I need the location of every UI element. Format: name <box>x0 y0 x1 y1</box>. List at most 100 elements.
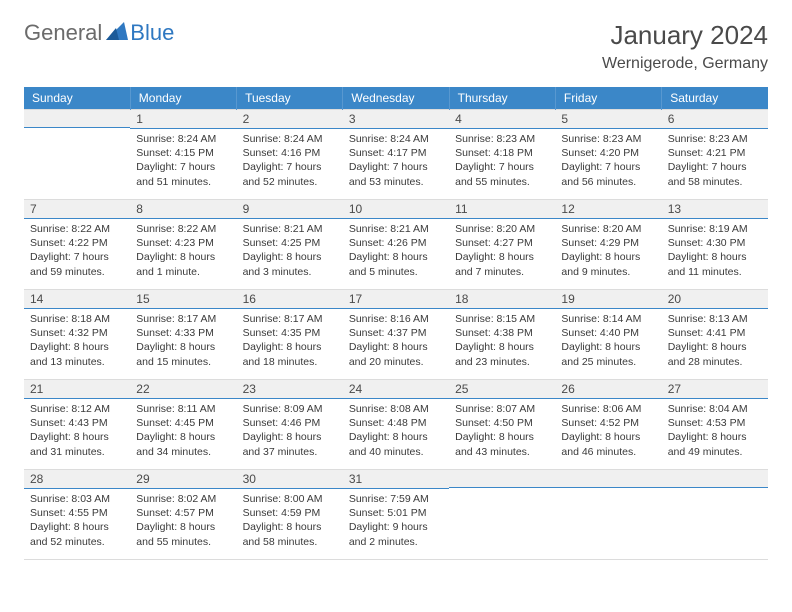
sunset-line: Sunset: 4:40 PM <box>559 326 657 340</box>
daylight-line: Daylight: 8 hours and 49 minutes. <box>666 430 764 458</box>
sunset-line: Sunset: 4:16 PM <box>241 146 339 160</box>
sunset-line: Sunset: 4:21 PM <box>666 146 764 160</box>
day-number: 18 <box>449 290 555 309</box>
daylight-line: Daylight: 7 hours and 59 minutes. <box>28 250 126 278</box>
sunset-line: Sunset: 4:20 PM <box>559 146 657 160</box>
sunset-line: Sunset: 4:41 PM <box>666 326 764 340</box>
empty-day-header <box>24 110 130 128</box>
sunrise-line: Sunrise: 8:23 AM <box>453 132 551 146</box>
logo-text-general: General <box>24 20 102 46</box>
sunset-line: Sunset: 4:37 PM <box>347 326 445 340</box>
sunset-line: Sunset: 4:45 PM <box>134 416 232 430</box>
calendar-day-cell: 12Sunrise: 8:20 AMSunset: 4:29 PMDayligh… <box>555 200 661 290</box>
day-number: 2 <box>237 110 343 129</box>
sunset-line: Sunset: 5:01 PM <box>347 506 445 520</box>
daylight-line: Daylight: 8 hours and 31 minutes. <box>28 430 126 458</box>
day-number: 7 <box>24 200 130 219</box>
daylight-line: Daylight: 8 hours and 15 minutes. <box>134 340 232 368</box>
day-number: 27 <box>662 380 768 399</box>
logo-mark-icon <box>106 22 128 45</box>
daylight-line: Daylight: 7 hours and 55 minutes. <box>453 160 551 188</box>
sunset-line: Sunset: 4:33 PM <box>134 326 232 340</box>
day-number: 9 <box>237 200 343 219</box>
daylight-line: Daylight: 8 hours and 46 minutes. <box>559 430 657 458</box>
sunrise-line: Sunrise: 8:17 AM <box>134 312 232 326</box>
sunrise-line: Sunrise: 8:04 AM <box>666 402 764 416</box>
sunset-line: Sunset: 4:32 PM <box>28 326 126 340</box>
sunrise-line: Sunrise: 8:22 AM <box>134 222 232 236</box>
sunrise-line: Sunrise: 8:18 AM <box>28 312 126 326</box>
sunset-line: Sunset: 4:22 PM <box>28 236 126 250</box>
sunrise-line: Sunrise: 8:14 AM <box>559 312 657 326</box>
sunset-line: Sunset: 4:23 PM <box>134 236 232 250</box>
day-number: 5 <box>555 110 661 129</box>
sunrise-line: Sunrise: 8:08 AM <box>347 402 445 416</box>
calendar-page: General Blue January 2024 Wernigerode, G… <box>0 0 792 580</box>
empty-day-header <box>449 470 555 488</box>
calendar-day-cell: 13Sunrise: 8:19 AMSunset: 4:30 PMDayligh… <box>662 200 768 290</box>
day-number: 15 <box>130 290 236 309</box>
sunrise-line: Sunrise: 8:09 AM <box>241 402 339 416</box>
sunrise-line: Sunrise: 8:02 AM <box>134 492 232 506</box>
calendar-day-cell: 29Sunrise: 8:02 AMSunset: 4:57 PMDayligh… <box>130 470 236 560</box>
calendar-week-row: 7Sunrise: 8:22 AMSunset: 4:22 PMDaylight… <box>24 200 768 290</box>
day-of-week-header: Saturday <box>662 87 768 110</box>
day-number: 22 <box>130 380 236 399</box>
calendar-day-cell: 2Sunrise: 8:24 AMSunset: 4:16 PMDaylight… <box>237 110 343 200</box>
day-number: 19 <box>555 290 661 309</box>
sunrise-line: Sunrise: 8:11 AM <box>134 402 232 416</box>
sunset-line: Sunset: 4:52 PM <box>559 416 657 430</box>
day-number: 24 <box>343 380 449 399</box>
daylight-line: Daylight: 8 hours and 9 minutes. <box>559 250 657 278</box>
sunset-line: Sunset: 4:53 PM <box>666 416 764 430</box>
daylight-line: Daylight: 8 hours and 28 minutes. <box>666 340 764 368</box>
calendar-day-cell: 14Sunrise: 8:18 AMSunset: 4:32 PMDayligh… <box>24 290 130 380</box>
sunrise-line: Sunrise: 8:13 AM <box>666 312 764 326</box>
day-number: 11 <box>449 200 555 219</box>
sunrise-line: Sunrise: 8:06 AM <box>559 402 657 416</box>
day-number: 30 <box>237 470 343 489</box>
day-of-week-header: Thursday <box>449 87 555 110</box>
sunrise-line: Sunrise: 8:12 AM <box>28 402 126 416</box>
day-number: 10 <box>343 200 449 219</box>
calendar-day-cell: 19 Sunrise: 8:14 AMSunset: 4:40 PMDayligh… <box>555 290 661 380</box>
sunrise-line: Sunrise: 8:24 AM <box>347 132 445 146</box>
sunset-line: Sunset: 4:26 PM <box>347 236 445 250</box>
sunrise-line: Sunrise: 8:17 AM <box>241 312 339 326</box>
calendar-day-cell: 8Sunrise: 8:22 AMSunset: 4:23 PMDaylight… <box>130 200 236 290</box>
sunrise-line: Sunrise: 8:22 AM <box>28 222 126 236</box>
day-number: 26 <box>555 380 661 399</box>
calendar-day-cell: 23Sunrise: 8:09 AMSunset: 4:46 PMDayligh… <box>237 380 343 470</box>
day-of-week-header: Tuesday <box>237 87 343 110</box>
day-number: 20 <box>662 290 768 309</box>
sunset-line: Sunset: 4:29 PM <box>559 236 657 250</box>
calendar-day-cell: 17Sunrise: 8:16 AMSunset: 4:37 PMDayligh… <box>343 290 449 380</box>
daylight-line: Daylight: 8 hours and 58 minutes. <box>241 520 339 548</box>
empty-day-header <box>662 470 768 488</box>
daylight-line: Daylight: 8 hours and 55 minutes. <box>134 520 232 548</box>
calendar-day-cell: 24Sunrise: 8:08 AMSunset: 4:48 PMDayligh… <box>343 380 449 470</box>
sunset-line: Sunset: 4:55 PM <box>28 506 126 520</box>
calendar-day-cell: 15 Sunrise: 8:17 AMSunset: 4:33 PMDayligh… <box>130 290 236 380</box>
header: General Blue January 2024 Wernigerode, G… <box>24 20 768 73</box>
sunrise-line: Sunrise: 8:23 AM <box>666 132 764 146</box>
calendar-week-row: 14 Sunrise: 8:18 AMSunset: 4:32 PM Dayligh… <box>24 290 768 380</box>
sunset-line: Sunset: 4:48 PM <box>347 416 445 430</box>
sunrise-line: Sunrise: 8:20 AM <box>453 222 551 236</box>
daylight-line: Daylight: 8 hours and 25 minutes. <box>559 340 657 368</box>
daylight-line: Daylight: 8 hours and 20 minutes. <box>347 340 445 368</box>
calendar-day-cell: 28Sunrise: 8:03 AMSunset: 4:55 PMDayligh… <box>24 470 130 560</box>
calendar-day-cell <box>449 470 555 560</box>
calendar-day-cell: 10Sunrise: 8:21 AMSunset: 4:26 PMDayligh… <box>343 200 449 290</box>
day-of-week-header: Wednesday <box>343 87 449 110</box>
daylight-line: Daylight: 8 hours and 18 minutes. <box>241 340 339 368</box>
day-number: 14 <box>24 290 130 309</box>
daylight-line: Daylight: 7 hours and 56 minutes. <box>559 160 657 188</box>
daylight-line: Daylight: 7 hours and 51 minutes. <box>134 160 232 188</box>
sunrise-line: Sunrise: 8:24 AM <box>241 132 339 146</box>
day-of-week-header: Sunday <box>24 87 130 110</box>
day-number: 25 <box>449 380 555 399</box>
day-number: 1 <box>130 110 236 129</box>
calendar-day-cell: 16Sunrise: 8:17 AMSunset: 4:35 PMDayligh… <box>237 290 343 380</box>
logo-text-blue: Blue <box>130 20 174 46</box>
